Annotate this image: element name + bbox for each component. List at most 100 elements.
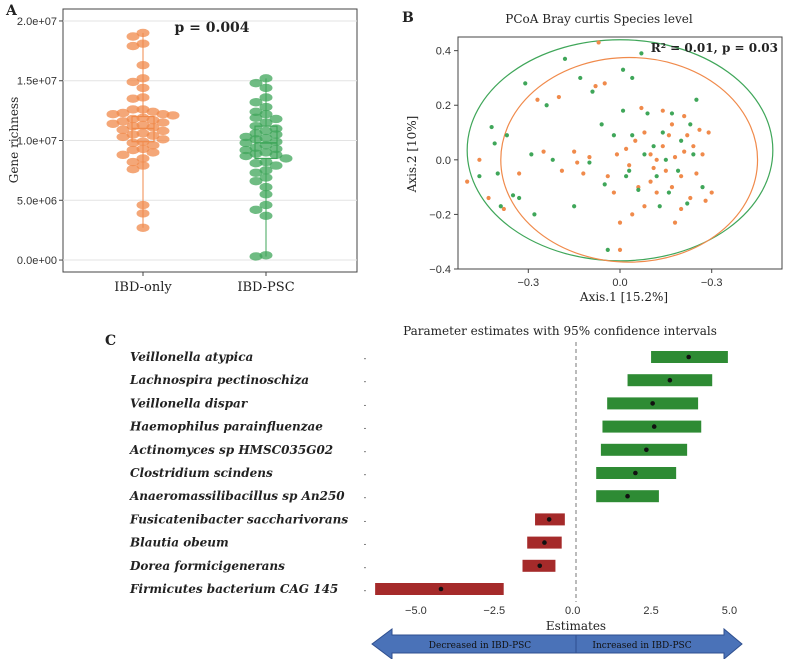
gene-richness-point <box>126 77 140 87</box>
increased-arrow-label: Increased in IBD-PSC <box>592 641 691 651</box>
pcoa-plot-frame <box>457 36 783 270</box>
pcoa-point <box>633 138 638 143</box>
estimates-x-tick-label: −2.5 <box>483 605 505 617</box>
estimates-x-tick-label: −5.0 <box>405 605 427 617</box>
gene-richness-point <box>259 102 273 112</box>
pcoa-point <box>694 97 699 102</box>
gene-richness-point <box>126 157 140 167</box>
pcoa-point <box>660 130 665 135</box>
gene-richness-point <box>279 154 293 163</box>
pcoa-point <box>572 204 577 209</box>
gene-richness-point <box>156 118 170 127</box>
pcoa-point <box>611 190 616 195</box>
gene-richness-point <box>136 105 150 114</box>
pcoa-point <box>700 185 705 190</box>
gene-richness-point <box>269 124 283 133</box>
estimates-x-axis-title: Estimates <box>546 619 606 633</box>
gene-richness-point <box>249 159 263 168</box>
pcoa-point <box>562 56 568 61</box>
pcoa-point <box>648 152 653 157</box>
estimate-point <box>650 401 655 406</box>
gene-richness-point <box>126 32 140 41</box>
pcoa-point <box>587 154 592 160</box>
gene-richness-point <box>116 132 130 142</box>
gene-richness-point <box>269 161 283 170</box>
pcoa-point <box>663 157 668 162</box>
gene-richness-point <box>259 182 273 192</box>
gene-richness-point <box>136 28 150 38</box>
gene-richness-point <box>249 205 263 215</box>
pcoa-point <box>682 149 687 154</box>
gene-richness-point <box>146 107 160 117</box>
gene-richness-x-label-ibd-only: IBD-only <box>114 280 172 295</box>
gene-richness-y-tick-label: 1.5e+07 <box>17 76 57 88</box>
gene-richness-point <box>156 135 170 144</box>
pcoa-point <box>587 160 592 165</box>
estimate-point <box>542 540 547 545</box>
gene-richness-point <box>146 148 160 157</box>
species-label: Dorea formicigenerans <box>129 559 285 573</box>
gene-richness-y-tick-label: 5.0e+06 <box>17 195 57 207</box>
gene-richness-point <box>146 131 160 140</box>
gene-richness-point <box>259 211 273 221</box>
pcoa-point <box>672 154 678 160</box>
gene-richness-point <box>136 120 150 130</box>
pcoa-point <box>660 144 665 149</box>
pcoa-point <box>630 212 635 217</box>
species-label: Lachnospira pectinoschiza <box>129 373 309 387</box>
estimates-ticks: −5.0 −2.5 0.0 2.5 5.0 <box>405 605 737 617</box>
gene-richness-point <box>239 138 253 148</box>
pcoa-point <box>544 103 549 108</box>
gene-richness-point <box>259 200 273 210</box>
gene-richness-point <box>269 137 283 146</box>
pcoa-point <box>654 174 659 179</box>
gene-richness-gridlines <box>63 20 357 261</box>
gene-richness-point <box>136 74 150 83</box>
pcoa-ticks: −0.3 0.0 −0.3 −0.4 −0.2 0.0 0.2 0.4 <box>429 46 722 289</box>
estimates-chart: Parameter estimates with 95% confidence … <box>129 324 743 659</box>
pcoa-point <box>593 84 598 89</box>
gene-richness-point <box>136 223 150 232</box>
gene-richness-point <box>136 200 150 210</box>
gene-richness-point <box>126 114 140 124</box>
gene-richness-point <box>259 110 273 119</box>
gene-richness-point <box>156 126 170 136</box>
gene-richness-point <box>136 154 150 163</box>
pcoa-point <box>651 144 656 149</box>
pcoa-point <box>578 75 583 81</box>
pcoa-chart: PCoA Bray curtis Species level −0.3 0.0 −0… <box>405 12 783 304</box>
gene-richness-point <box>259 251 273 260</box>
gene-richness-y-ticks: 0.0e+00 5.0e+06 1.0e+07 1.5e+07 2.0e+07 <box>17 16 267 276</box>
pcoa-point <box>669 111 675 116</box>
gene-richness-point <box>136 161 150 170</box>
gene-richness-point <box>106 110 120 119</box>
pcoa-point <box>669 185 675 190</box>
species-tick-dash: - <box>364 447 367 456</box>
gene-richness-point <box>116 108 130 118</box>
pcoa-point <box>660 108 665 113</box>
species-label: Veillonella dispar <box>130 396 249 410</box>
gene-richness-point <box>116 150 130 160</box>
estimates-bars <box>375 351 728 595</box>
pcoa-point <box>620 67 626 72</box>
estimate-point <box>438 586 444 592</box>
estimate-point <box>686 354 691 360</box>
panel-c-letter: C <box>105 333 116 349</box>
gene-richness-point <box>126 164 140 174</box>
gene-richness-point <box>249 168 263 177</box>
estimates-species-labels: Veillonella atypica - Lachnospira pectinos… <box>129 350 367 596</box>
pcoa-point <box>679 174 684 179</box>
species-label: Firmicutes bacterium CAG 145 <box>129 582 338 596</box>
gene-richness-point <box>126 145 140 155</box>
pcoa-x-tick-label: −0.3 <box>517 277 539 289</box>
gene-richness-points <box>106 28 293 261</box>
gene-richness-point <box>259 148 273 157</box>
pcoa-point <box>572 149 577 154</box>
gene-richness-point <box>249 135 263 144</box>
pcoa-point <box>657 204 662 209</box>
pcoa-y-tick-label: 0.2 <box>436 100 451 112</box>
gene-richness-point <box>136 209 150 218</box>
pcoa-point <box>642 204 647 209</box>
pcoa-point <box>510 193 516 198</box>
